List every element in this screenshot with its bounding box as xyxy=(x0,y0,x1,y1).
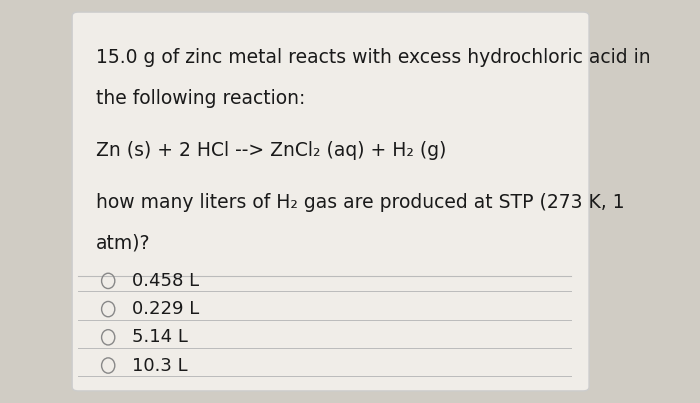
Text: the following reaction:: the following reaction: xyxy=(96,89,305,108)
Text: Zn (s) + 2 HCl --> ZnCl₂ (aq) + H₂ (g): Zn (s) + 2 HCl --> ZnCl₂ (aq) + H₂ (g) xyxy=(96,141,447,160)
Text: 0.229 L: 0.229 L xyxy=(132,300,200,318)
FancyBboxPatch shape xyxy=(72,12,589,391)
Text: 10.3 L: 10.3 L xyxy=(132,357,188,374)
Text: atm)?: atm)? xyxy=(96,234,150,253)
Text: 5.14 L: 5.14 L xyxy=(132,328,188,346)
Text: 0.458 L: 0.458 L xyxy=(132,272,200,290)
Text: 15.0 g of zinc metal reacts with excess hydrochloric acid in: 15.0 g of zinc metal reacts with excess … xyxy=(96,48,651,67)
Text: how many liters of H₂ gas are produced at STP (273 K, 1: how many liters of H₂ gas are produced a… xyxy=(96,193,625,212)
